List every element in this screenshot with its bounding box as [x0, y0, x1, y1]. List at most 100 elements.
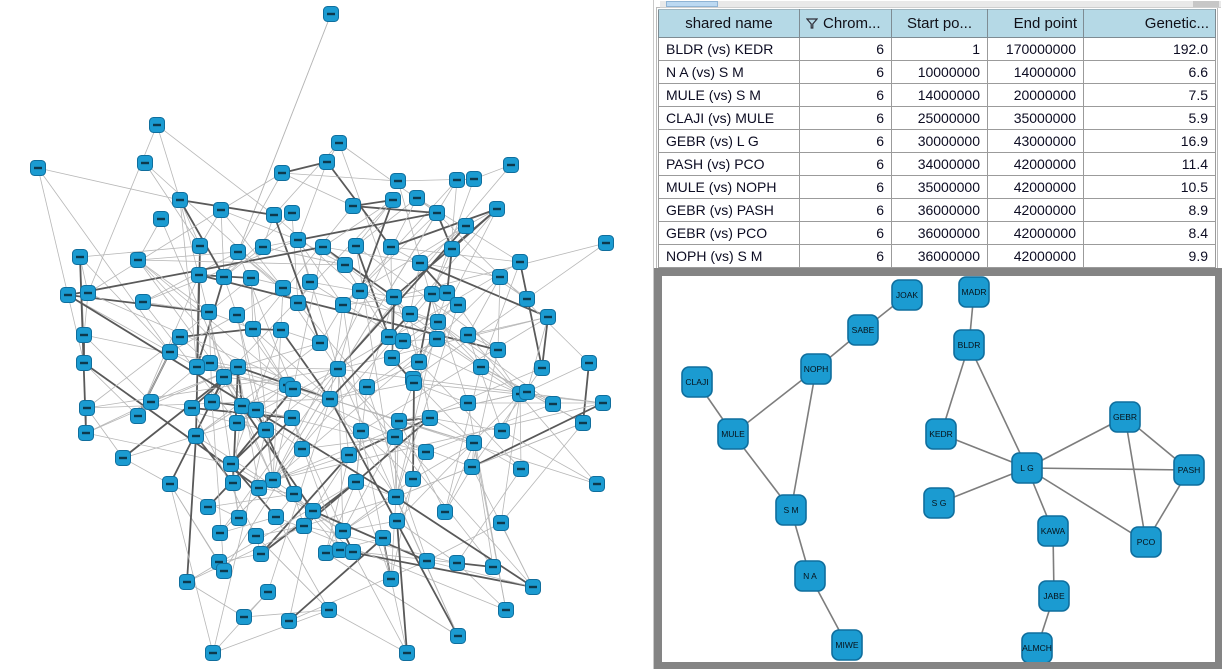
- node-shape[interactable]: [1037, 515, 1069, 547]
- node-shape[interactable]: [681, 366, 713, 398]
- network-node[interactable]: JABE: [1038, 580, 1070, 612]
- network-node[interactable]: [312, 335, 328, 351]
- table-cell[interactable]: 34000000: [891, 152, 988, 176]
- column-header-0[interactable]: shared name: [658, 9, 800, 38]
- node-shape[interactable]: [1011, 452, 1043, 484]
- network-node[interactable]: [540, 309, 556, 325]
- network-node[interactable]: [466, 435, 482, 451]
- network-node[interactable]: [322, 391, 338, 407]
- network-node[interactable]: [216, 269, 232, 285]
- network-node[interactable]: [143, 394, 159, 410]
- network-node[interactable]: [444, 241, 460, 257]
- column-header-3[interactable]: End point: [987, 9, 1084, 38]
- table-cell[interactable]: 170000000: [987, 37, 1084, 61]
- network-node[interactable]: [430, 314, 446, 330]
- table-cell[interactable]: GEBR (vs) L G: [658, 129, 800, 153]
- network-node[interactable]: [353, 423, 369, 439]
- network-node[interactable]: CLAJI: [681, 366, 713, 398]
- network-node[interactable]: [388, 489, 404, 505]
- network-node[interactable]: [76, 327, 92, 343]
- network-node[interactable]: [153, 211, 169, 227]
- table-cell[interactable]: N A (vs) S M: [658, 60, 800, 84]
- table-cell[interactable]: 6: [799, 152, 892, 176]
- network-node[interactable]: [284, 410, 300, 426]
- network-node[interactable]: PASH: [1173, 454, 1205, 486]
- network-node[interactable]: [335, 297, 351, 313]
- table-cell[interactable]: 6.6: [1083, 60, 1216, 84]
- network-node[interactable]: [534, 360, 550, 376]
- network-node[interactable]: [412, 255, 428, 271]
- network-node[interactable]: [231, 510, 247, 526]
- network-node[interactable]: [437, 504, 453, 520]
- network-node[interactable]: [72, 249, 88, 265]
- network-node[interactable]: [345, 544, 361, 560]
- table-cell[interactable]: 42000000: [987, 152, 1084, 176]
- network-node[interactable]: [236, 609, 252, 625]
- table-cell[interactable]: GEBR (vs) PCO: [658, 221, 800, 245]
- network-node[interactable]: [385, 192, 401, 208]
- overview-network-panel[interactable]: [0, 0, 652, 669]
- network-node[interactable]: MIWE: [831, 629, 863, 661]
- network-node[interactable]: [184, 400, 200, 416]
- network-node[interactable]: S M: [775, 494, 807, 526]
- network-node[interactable]: GEBR: [1109, 401, 1141, 433]
- network-node[interactable]: [229, 415, 245, 431]
- table-cell[interactable]: NOPH (vs) S M: [658, 244, 800, 268]
- table-cell[interactable]: 6: [799, 106, 892, 130]
- table-cell[interactable]: 6: [799, 129, 892, 153]
- network-node[interactable]: [230, 359, 246, 375]
- network-node[interactable]: [545, 396, 561, 412]
- network-node[interactable]: [386, 289, 402, 305]
- column-header-4[interactable]: Genetic...: [1083, 9, 1216, 38]
- network-node[interactable]: [429, 205, 445, 221]
- network-node[interactable]: [399, 645, 415, 661]
- network-node[interactable]: [212, 525, 228, 541]
- network-node[interactable]: [265, 472, 281, 488]
- network-node[interactable]: [383, 571, 399, 587]
- network-node[interactable]: [213, 202, 229, 218]
- network-node[interactable]: [243, 270, 259, 286]
- table-cell[interactable]: 14000000: [891, 83, 988, 107]
- network-node[interactable]: [319, 154, 335, 170]
- network-node[interactable]: [192, 238, 208, 254]
- node-shape[interactable]: [831, 629, 863, 661]
- network-node[interactable]: [135, 294, 151, 310]
- table-cell[interactable]: 43000000: [987, 129, 1084, 153]
- network-node[interactable]: [512, 254, 528, 270]
- table-cell[interactable]: 36000000: [891, 244, 988, 268]
- node-shape[interactable]: [847, 314, 879, 346]
- network-node[interactable]: [503, 157, 519, 173]
- table-cell[interactable]: 14000000: [987, 60, 1084, 84]
- node-shape[interactable]: [953, 329, 985, 361]
- network-node[interactable]: [460, 327, 476, 343]
- network-node[interactable]: [390, 173, 406, 189]
- table-row[interactable]: PASH (vs) PCO 6 34000000 42000000 11.4: [658, 152, 1216, 176]
- table-cell[interactable]: BLDR (vs) KEDR: [658, 37, 800, 61]
- network-node[interactable]: [348, 474, 364, 490]
- network-node[interactable]: [424, 286, 440, 302]
- network-node[interactable]: [450, 628, 466, 644]
- network-node[interactable]: [179, 574, 195, 590]
- table-cell[interactable]: 6: [799, 37, 892, 61]
- network-node[interactable]: [216, 369, 232, 385]
- node-shape[interactable]: [1038, 580, 1070, 612]
- table-cell[interactable]: MULE (vs) S M: [658, 83, 800, 107]
- network-node[interactable]: [449, 555, 465, 571]
- network-node[interactable]: [162, 476, 178, 492]
- network-node[interactable]: [513, 461, 529, 477]
- network-node[interactable]: [489, 201, 505, 217]
- network-node[interactable]: [230, 244, 246, 260]
- network-node[interactable]: [450, 297, 466, 313]
- table-cell[interactable]: 8.4: [1083, 221, 1216, 245]
- detail-network-viewport[interactable]: JOAK SABE NOPH CLAJI MULE S M N A MIWE MADR BLDR K…: [662, 276, 1215, 662]
- network-node[interactable]: [498, 602, 514, 618]
- network-node[interactable]: NOPH: [800, 353, 832, 385]
- table-row[interactable]: BLDR (vs) KEDR 6 1 170000000 192.0: [658, 37, 1216, 61]
- node-shape[interactable]: [794, 560, 826, 592]
- network-node[interactable]: [315, 239, 331, 255]
- network-node[interactable]: [225, 475, 241, 491]
- network-node[interactable]: [204, 394, 220, 410]
- network-node[interactable]: [60, 287, 76, 303]
- network-node[interactable]: [290, 232, 306, 248]
- network-node[interactable]: [395, 333, 411, 349]
